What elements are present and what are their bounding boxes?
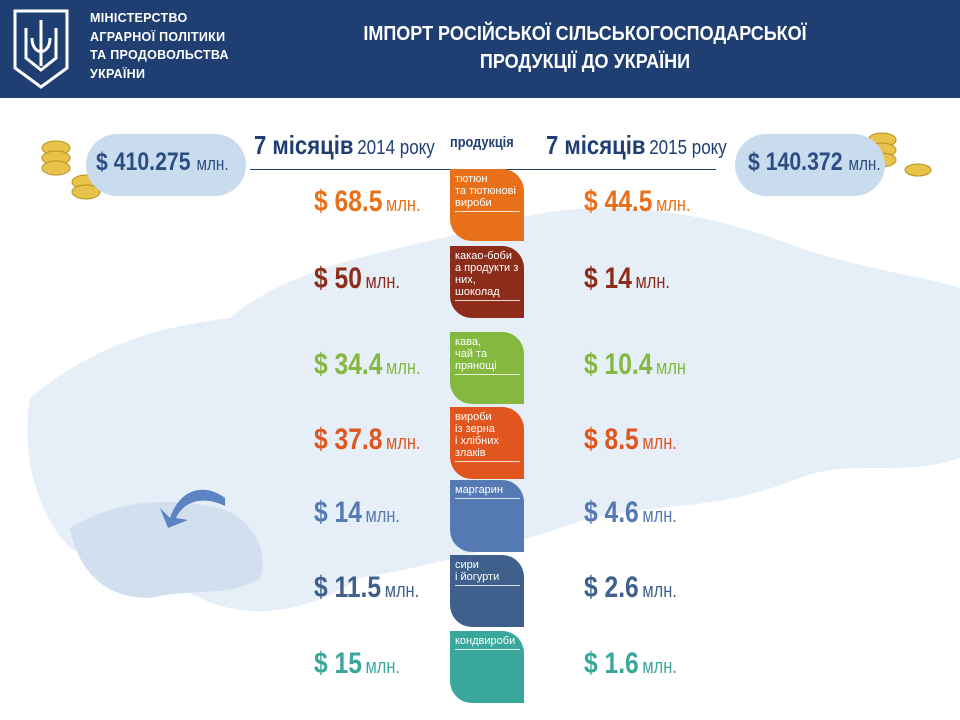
amount-2015: $ 8.5 млн. (584, 423, 677, 457)
period: 7 місяців (546, 130, 646, 160)
arrow (160, 489, 225, 528)
product-label: тютюн та тютюнові вироби (455, 173, 520, 212)
title: ІМПОРТ РОСІЙСЬКОЇ СІЛЬСЬКОГОСПОДАРСЬКОЇ П… (329, 20, 842, 76)
ministry-line: АГРАРНОЇ ПОЛІТИКИ (90, 29, 226, 44)
product-label: маргарин (455, 484, 520, 499)
product-tile: вироби із зерна і хлібних злаків (450, 407, 524, 479)
column-head: 7 місяців 2015 року (546, 130, 727, 161)
amount-2015: $ 1.6 млн. (584, 647, 677, 681)
amount-2015: $ 4.6 млн. (584, 496, 677, 530)
product-label: сири і йогурти (455, 559, 520, 586)
title-line: ПРОДУКЦІЇ ДО УКРАЇНИ (479, 51, 691, 73)
unit: млн. (365, 656, 400, 678)
amount: $ 44.5 (584, 185, 653, 218)
product-line: вироби (455, 411, 492, 423)
product-tile: сири і йогурти (450, 555, 524, 627)
amount-2014: $ 68.5 млн. (314, 185, 421, 219)
total-unit: млн. (196, 154, 229, 174)
unit: млн (656, 357, 686, 379)
unit: млн. (635, 271, 670, 293)
unit: млн. (642, 656, 677, 678)
amount: $ 1.6 (584, 647, 639, 680)
product-line: шоколад (455, 286, 500, 298)
total-2015: $ 140.372 млн. (748, 148, 881, 177)
product-label: какао-боби а продукти з них, шоколад (455, 250, 520, 301)
product-line: та тютюнові (455, 185, 516, 197)
unit: млн. (656, 194, 691, 216)
product-line: а продукти з них, (455, 262, 519, 286)
product-line: кава, (455, 336, 482, 348)
amount: $ 8.5 (584, 423, 639, 456)
amount: $ 10.4 (584, 348, 653, 381)
amount-2015: $ 14 млн. (584, 262, 670, 296)
total-pill (86, 134, 246, 196)
product-tile: кава, чай та прянощі (450, 332, 524, 404)
year: 2014 року (357, 137, 435, 159)
amount: $ 4.6 (584, 496, 639, 529)
product-line: сири (455, 559, 479, 571)
title-line: ІМПОРТ РОСІЙСЬКОЇ СІЛЬСЬКОГОСПОДАРСЬКОЇ (363, 23, 807, 45)
product-label: вироби із зерна і хлібних злаків (455, 411, 520, 462)
unit: млн. (386, 357, 421, 379)
product-tile: кондвироби (450, 631, 524, 703)
product-line: і хлібних злаків (455, 435, 499, 459)
amount-2014: $ 37.8 млн. (314, 423, 421, 457)
column-head: 7 місяців 2014 року (254, 130, 435, 161)
unit: млн. (365, 271, 400, 293)
amount-2014: $ 15 млн. (314, 647, 400, 681)
amount-2014: $ 14 млн. (314, 496, 400, 530)
amount: $ 68.5 (314, 185, 383, 218)
product-head: продукція (450, 134, 514, 151)
unit: млн. (365, 505, 400, 527)
amount-2014: $ 34.4 млн. (314, 348, 421, 382)
product-line: вироби (455, 197, 492, 209)
amount: $ 14 (584, 262, 632, 295)
amount: $ 2.6 (584, 571, 639, 604)
ukraine-shape (70, 502, 263, 598)
product-line: какао-боби (455, 250, 512, 262)
emblem (13, 9, 69, 89)
amount-2015: $ 44.5 млн. (584, 185, 691, 219)
amount: $ 11.5 (314, 571, 382, 604)
unit: млн. (642, 580, 677, 602)
product-line: кондвироби (455, 635, 516, 647)
year: 2015 року (649, 137, 727, 159)
product-tile: маргарин (450, 480, 524, 552)
product-label: кава, чай та прянощі (455, 336, 520, 375)
total-2014: $ 410.275 млн. (96, 148, 229, 177)
unit: млн. (642, 505, 677, 527)
amount: $ 50 (314, 262, 362, 295)
product-tile: тютюн та тютюнові вироби (450, 169, 524, 241)
product-line: тютюн (455, 173, 488, 185)
amount: $ 37.8 (314, 423, 383, 456)
amount: $ 15 (314, 647, 362, 680)
amount-2014: $ 50 млн. (314, 262, 400, 296)
period: 7 місяців (254, 130, 354, 160)
header: МІНІСТЕРСТВО АГРАРНОЇ ПОЛІТИКИ ТА ПРОДОВОЛ… (0, 0, 960, 98)
product-line: маргарин (455, 484, 504, 496)
unit: млн. (386, 432, 421, 454)
amount-2015: $ 10.4 млн (584, 348, 686, 382)
unit: млн. (386, 194, 421, 216)
unit: млн. (642, 432, 677, 454)
amount: $ 34.4 (314, 348, 383, 381)
total-unit: млн. (848, 154, 881, 174)
ministry-line: УКРАЇНИ (90, 66, 146, 81)
amount-2015: $ 2.6 млн. (584, 571, 677, 605)
amount: $ 14 (314, 496, 362, 529)
ministry-name: МІНІСТЕРСТВО АГРАРНОЇ ПОЛІТИКИ ТА ПРОДОВОЛ… (90, 9, 229, 83)
total-amount: $ 410.275 (96, 148, 191, 176)
product-label: кондвироби (455, 635, 520, 650)
product-tile: какао-боби а продукти з них, шоколад (450, 246, 524, 318)
product-line: чай та прянощі (455, 348, 497, 372)
ministry-line: МІНІСТЕРСТВО (90, 11, 188, 25)
ministry-line: ТА ПРОДОВОЛЬСТВА (90, 48, 229, 62)
total-pill (735, 134, 885, 196)
amount-2014: $ 11.5 млн. (314, 571, 419, 605)
unit: млн. (384, 580, 420, 602)
product-line: із зерна (455, 423, 495, 435)
total-amount: $ 140.372 (748, 148, 843, 176)
product-line: і йогурти (455, 571, 500, 583)
